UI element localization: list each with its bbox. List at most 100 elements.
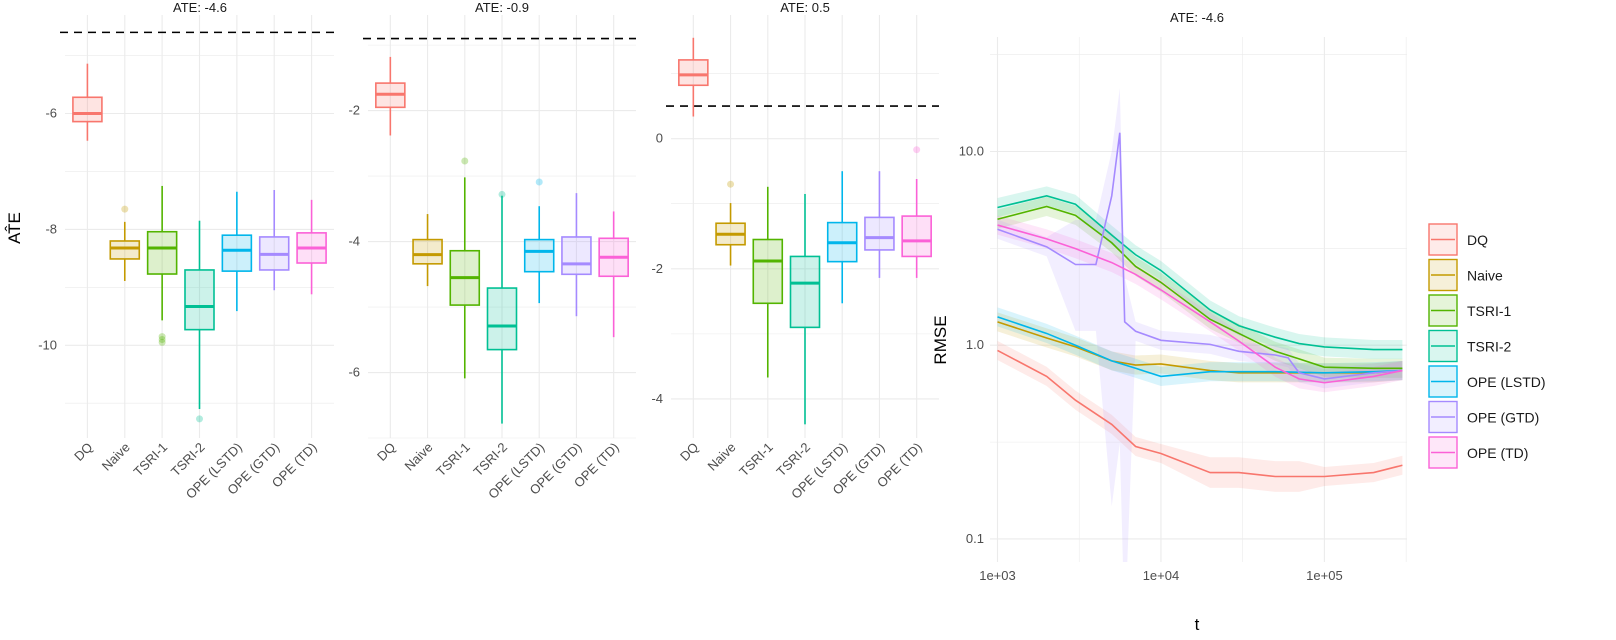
x-tick-label: Naive [402,440,436,474]
legend-item: TSRI-2 [1428,329,1512,363]
legend-label: Naive [1467,268,1503,284]
ribbon-ope-gtd- [997,88,1403,562]
x-tick-label: 1e+04 [1143,568,1180,583]
outlier-point [121,205,129,213]
legend-item: TSRI-1 [1428,294,1512,327]
x-axis-label: t [1195,615,1200,634]
box-iqr [184,269,215,331]
ribbon-tsri-2 [997,186,1403,360]
box-iqr [752,238,784,305]
outlier-point [913,146,921,154]
y-tick-label: -4 [348,234,360,249]
line-tsri-2 [997,195,1403,351]
box-ope-lstd- [221,191,253,312]
box-iqr [678,59,709,87]
y-tick-label: -8 [45,221,57,236]
x-tick-label: TSRI-1 [433,440,473,480]
box-naive [109,205,141,281]
box-iqr [523,238,555,273]
box-tsri-2 [789,193,821,425]
box-tsri-2 [486,190,518,424]
box-ope-td- [296,199,327,295]
panel-title: ATE: -4.6 [173,0,227,15]
box-ope-gtd- [561,193,592,317]
outlier-point [498,190,506,198]
legend-item: OPE (TD) [1428,436,1528,469]
x-tick-label: Naive [99,440,133,474]
y-tick-label: -4 [651,391,663,406]
outlier-point [196,415,203,423]
box-ope-gtd- [864,171,895,278]
box-tsri-1 [146,185,178,346]
outlier-point [461,157,469,165]
x-tick-label: TSRI-1 [131,440,171,480]
x-tick-label: DQ [677,440,701,464]
legend-label: TSRI-2 [1467,339,1512,355]
box-dq [72,63,103,141]
y-axis-label: RMSE [931,315,950,364]
ribbon-naive [997,312,1403,383]
box-ope-td- [598,211,629,338]
box-ope-gtd- [258,189,290,291]
panel-title: ATE: 0.5 [780,0,830,15]
ribbon-ope-td- [997,215,1403,393]
x-tick-label: TSRI-1 [736,440,776,480]
box-iqr [109,240,141,260]
legend-item: OPE (LSTD) [1428,365,1546,398]
ribbon-tsri-1 [997,196,1403,378]
line-ope-td- [997,224,1403,384]
legend-item: OPE (GTD) [1428,400,1539,434]
legend-label: OPE (GTD) [1467,410,1539,426]
box-iqr [412,238,443,265]
box-iqr [486,287,518,351]
y-tick-label: -6 [45,106,57,121]
outlier-point [727,180,735,188]
outlier-point [158,335,166,343]
x-tick-label: Naive [705,440,739,474]
box-naive [715,180,746,266]
box-tsri-1 [752,186,784,378]
box-ope-lstd- [826,171,858,304]
box-iqr [221,234,253,272]
box-iqr [146,230,178,275]
lines [997,132,1403,478]
x-tick-label: 1e+05 [1306,568,1343,583]
ribbons [997,88,1403,562]
legend-label: OPE (LSTD) [1467,374,1546,390]
legend-label: DQ [1467,232,1488,248]
ribbon-ope-lstd- [997,307,1403,386]
y-tick-label: -6 [348,365,360,380]
line-ope-lstd- [997,316,1403,378]
legend-item: Naive [1428,258,1503,292]
legend-label: OPE (TD) [1467,445,1528,461]
box-iqr [72,96,103,123]
outlier-point [158,333,166,341]
box-tsri-2 [184,220,215,423]
box-iqr [864,216,895,251]
panel-title: ATE: -0.9 [475,0,529,15]
y-tick-label: -10 [38,337,57,352]
rmse-line-panel: ATE: -4.6 RMSE t 10.0 1.0 0.1 1e+03 1e+04 1e+… [931,10,1407,634]
ribbon-dq [997,340,1403,492]
box-ope-td- [901,146,932,278]
box-iqr [789,255,821,329]
box-tsri-1 [449,157,481,379]
box-naive [412,214,443,287]
y-tick-label: 0 [656,131,663,146]
box-iqr [901,215,932,258]
box-dq [678,37,709,117]
y-axis-label: AT̂E [4,212,24,244]
y-tick-label: 0.1 [966,531,984,546]
x-tick-label: 1e+03 [979,568,1016,583]
box-ope-lstd- [523,178,555,304]
panel-title: ATE: -4.6 [1170,10,1224,25]
x-tick-label: DQ [374,440,398,464]
x-tick-label: DQ [71,440,95,464]
line-dq [997,349,1403,478]
line-tsri-1 [997,205,1403,370]
box-iqr [561,236,592,276]
